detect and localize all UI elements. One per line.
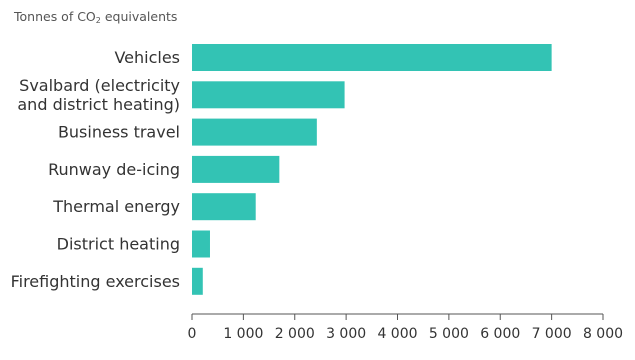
category-label-line: District heating <box>57 235 180 254</box>
x-tick-label-0: 0 <box>188 326 197 342</box>
x-tick-label-2: 2 000 <box>275 326 315 342</box>
bar-0 <box>192 44 552 71</box>
x-tick-label-4: 4 000 <box>377 326 417 342</box>
category-label-1: Svalbard (electricity and district heatin… <box>17 76 180 114</box>
x-tick-label-5: 5 000 <box>429 326 469 342</box>
category-label-line: Thermal energy <box>52 197 180 216</box>
x-tick-label-3: 3 000 <box>326 326 366 342</box>
category-label-0: Vehicles <box>114 48 180 67</box>
category-label-3: Runway de-icing <box>48 160 180 179</box>
category-label-line: Business travel <box>58 123 180 142</box>
category-label-line: Vehicles <box>114 48 180 67</box>
unit-label: Tonnes of CO2 equivalents <box>14 9 178 25</box>
category-label-2: Business travel <box>58 123 180 142</box>
bar-2 <box>192 118 317 146</box>
category-label-line: Firefighting exercises <box>11 272 180 291</box>
category-label-6: Firefighting exercises <box>11 272 180 291</box>
x-tick-label-1: 1 000 <box>223 326 263 342</box>
x-tick-label-7: 7 000 <box>532 326 572 342</box>
category-label-line: and district heating) <box>17 95 180 114</box>
category-label-line: Runway de-icing <box>48 160 180 179</box>
category-label-line: Svalbard (electricity <box>19 76 180 95</box>
bar-3 <box>192 155 280 183</box>
category-label-5: District heating <box>57 235 180 254</box>
x-tick-label-6: 6 000 <box>480 326 520 342</box>
category-label-4: Thermal energy <box>52 197 180 216</box>
x-tick-label-8: 8 000 <box>583 326 623 342</box>
bar-5 <box>192 230 210 258</box>
bar-6 <box>192 267 203 295</box>
bar-4 <box>192 193 256 221</box>
bar-1 <box>192 81 345 109</box>
